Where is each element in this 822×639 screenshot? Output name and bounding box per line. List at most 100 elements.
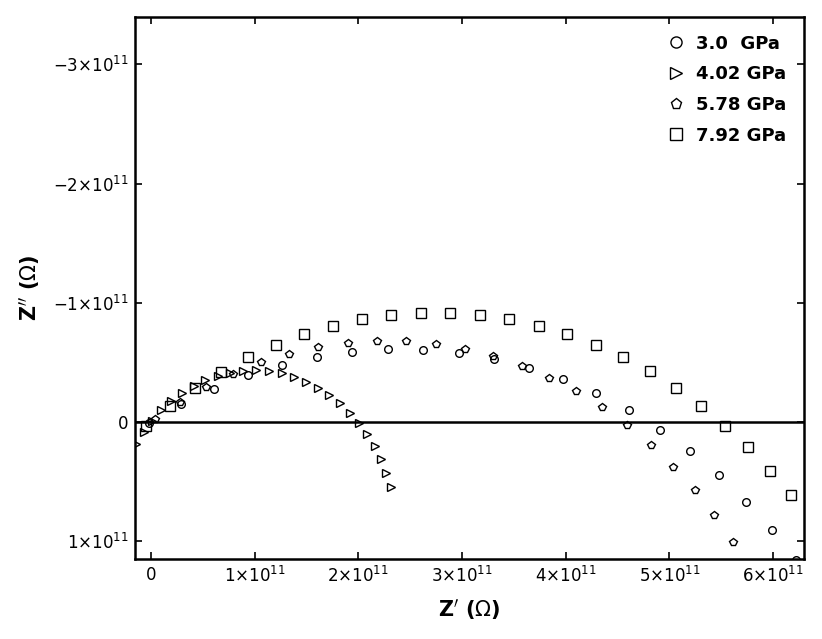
7.92 GPa xyxy=(805,518,815,525)
3.0  GPa xyxy=(242,371,252,379)
4.02 GPa xyxy=(139,428,149,436)
7.92 GPa xyxy=(328,322,338,330)
5.78 GPa xyxy=(744,566,754,574)
5.78 GPa xyxy=(401,337,411,345)
3.0  GPa xyxy=(418,346,428,353)
3.0  GPa xyxy=(813,589,822,596)
3.0  GPa xyxy=(57,489,67,497)
3.0  GPa xyxy=(767,526,777,534)
4.02 GPa xyxy=(313,384,323,392)
3.0  GPa xyxy=(312,353,322,360)
5.78 GPa xyxy=(571,388,581,396)
7.92 GPa xyxy=(57,518,67,526)
5.78 GPa xyxy=(61,503,71,511)
3.0  GPa xyxy=(741,498,751,505)
3.0  GPa xyxy=(176,401,186,408)
4.02 GPa xyxy=(277,369,287,377)
5.78 GPa xyxy=(727,538,737,546)
5.78 GPa xyxy=(488,353,498,360)
3.0  GPa xyxy=(558,376,568,383)
7.92 GPa xyxy=(76,492,85,500)
7.92 GPa xyxy=(357,316,367,323)
3.0  GPa xyxy=(30,516,40,524)
3.0  GPa xyxy=(348,348,358,355)
4.02 GPa xyxy=(131,440,141,447)
Line: 3.0  GPa: 3.0 GPa xyxy=(0,345,822,639)
5.78 GPa xyxy=(284,350,294,358)
5.78 GPa xyxy=(42,529,52,537)
4.02 GPa xyxy=(147,417,157,424)
5.78 GPa xyxy=(668,463,678,471)
7.92 GPa xyxy=(618,353,628,361)
4.02 GPa xyxy=(251,367,261,374)
5.78 GPa xyxy=(372,337,381,345)
5.78 GPa xyxy=(773,626,783,633)
7.92 GPa xyxy=(165,403,175,410)
7.92 GPa xyxy=(299,330,309,338)
7.92 GPa xyxy=(9,604,19,612)
3.0  GPa xyxy=(489,355,499,363)
4.02 GPa xyxy=(201,376,210,384)
5.78 GPa xyxy=(25,557,35,564)
5.78 GPa xyxy=(126,435,136,442)
7.92 GPa xyxy=(696,402,706,410)
Line: 5.78 GPa: 5.78 GPa xyxy=(0,337,802,639)
4.02 GPa xyxy=(213,372,223,380)
5.78 GPa xyxy=(709,512,719,520)
7.92 GPa xyxy=(743,443,753,451)
3.0  GPa xyxy=(655,426,665,433)
4.02 GPa xyxy=(108,523,118,531)
5.78 GPa xyxy=(313,343,323,351)
Line: 4.02 GPa: 4.02 GPa xyxy=(109,367,395,531)
4.02 GPa xyxy=(376,456,386,463)
7.92 GPa xyxy=(270,341,280,349)
7.92 GPa xyxy=(765,466,775,474)
4.02 GPa xyxy=(114,480,124,488)
4.02 GPa xyxy=(386,483,395,491)
4.02 GPa xyxy=(238,367,248,374)
4.02 GPa xyxy=(225,369,235,376)
4.02 GPa xyxy=(289,373,299,381)
4.02 GPa xyxy=(335,399,345,407)
3.0  GPa xyxy=(6,546,16,554)
5.78 GPa xyxy=(9,585,19,593)
7.92 GPa xyxy=(475,311,485,319)
7.92 GPa xyxy=(786,491,796,499)
3.0  GPa xyxy=(591,390,601,397)
7.92 GPa xyxy=(243,353,253,361)
3.0  GPa xyxy=(209,385,219,392)
4.02 GPa xyxy=(363,431,372,438)
Line: 7.92 GPa: 7.92 GPa xyxy=(0,309,822,639)
7.92 GPa xyxy=(141,422,150,430)
5.78 GPa xyxy=(517,362,527,370)
3.0  GPa xyxy=(454,349,464,357)
4.02 GPa xyxy=(354,419,364,427)
7.92 GPa xyxy=(96,468,106,475)
3.0  GPa xyxy=(145,419,155,427)
4.02 GPa xyxy=(124,452,134,460)
5.78 GPa xyxy=(229,370,238,378)
3.0  GPa xyxy=(277,361,287,369)
7.92 GPa xyxy=(216,368,226,376)
3.0  GPa xyxy=(524,364,533,372)
5.78 GPa xyxy=(0,615,5,623)
4.02 GPa xyxy=(167,397,177,405)
7.92 GPa xyxy=(721,422,731,429)
7.92 GPa xyxy=(505,316,515,323)
7.92 GPa xyxy=(591,341,601,348)
5.78 GPa xyxy=(544,374,554,381)
5.78 GPa xyxy=(431,340,441,348)
5.78 GPa xyxy=(597,404,607,412)
4.02 GPa xyxy=(119,466,129,473)
7.92 GPa xyxy=(562,330,572,338)
7.92 GPa xyxy=(0,635,6,639)
Y-axis label: Z$''$ ($\Omega$): Z$''$ ($\Omega$) xyxy=(16,255,42,321)
4.02 GPa xyxy=(345,409,355,417)
7.92 GPa xyxy=(386,311,396,319)
4.02 GPa xyxy=(325,391,335,399)
7.92 GPa xyxy=(446,309,455,317)
4.02 GPa xyxy=(109,509,118,516)
4.02 GPa xyxy=(370,443,380,450)
3.0  GPa xyxy=(791,557,801,564)
3.0  GPa xyxy=(714,472,724,479)
